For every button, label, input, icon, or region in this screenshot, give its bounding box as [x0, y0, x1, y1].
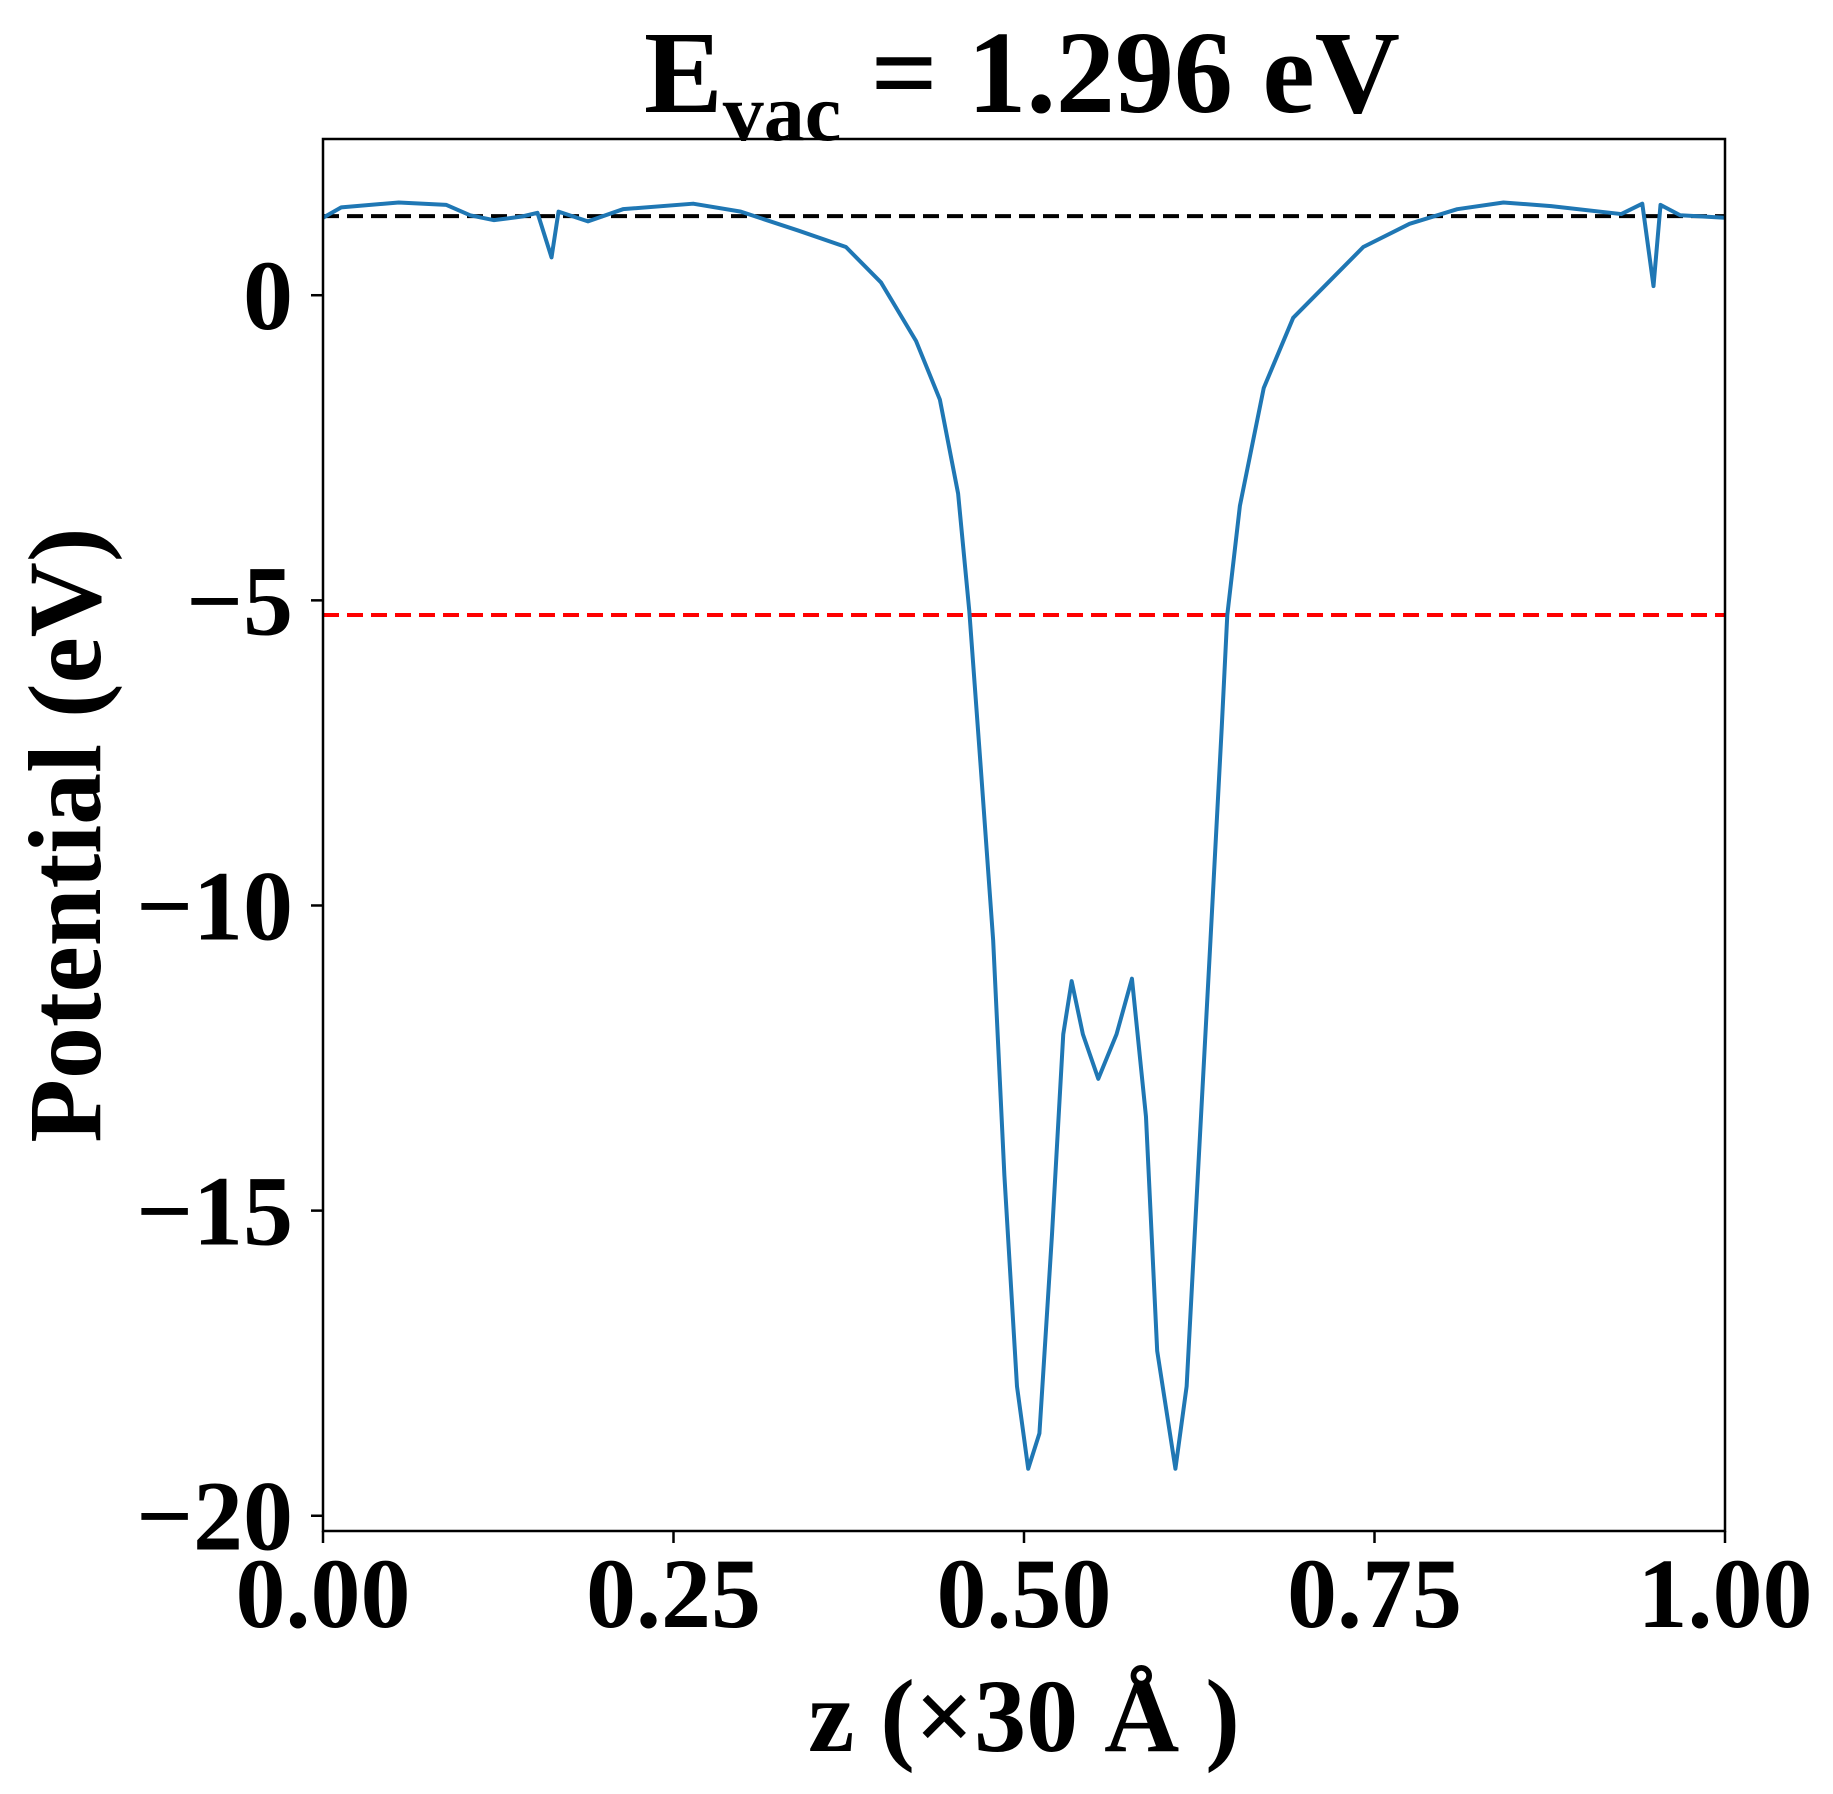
y-tick-label: −20	[136, 1461, 293, 1572]
x-tick-label: 0.25	[586, 1538, 761, 1649]
y-tick-label: −15	[136, 1156, 293, 1267]
y-tick-label: −10	[136, 850, 293, 961]
title-main: E	[644, 7, 723, 138]
title-subscript: vac	[723, 67, 841, 158]
chart-title: Evac = 1.296 eV	[644, 7, 1400, 158]
plot-frame	[321, 137, 1727, 1533]
y-tick-label: 0	[243, 240, 293, 351]
x-axis-label: z (×30 Å )	[808, 1659, 1240, 1774]
y-tick-label: −5	[186, 545, 293, 656]
y-axis-label: Potential (eV)	[8, 527, 123, 1142]
x-tick-label: 0.00	[236, 1538, 411, 1649]
title-rest: = 1.296 eV	[841, 7, 1400, 138]
data-line	[322, 200, 1726, 1471]
x-tick-label: 1.00	[1638, 1538, 1813, 1649]
x-tick-label: 0.50	[937, 1538, 1112, 1649]
x-tick-label: 0.75	[1287, 1538, 1462, 1649]
